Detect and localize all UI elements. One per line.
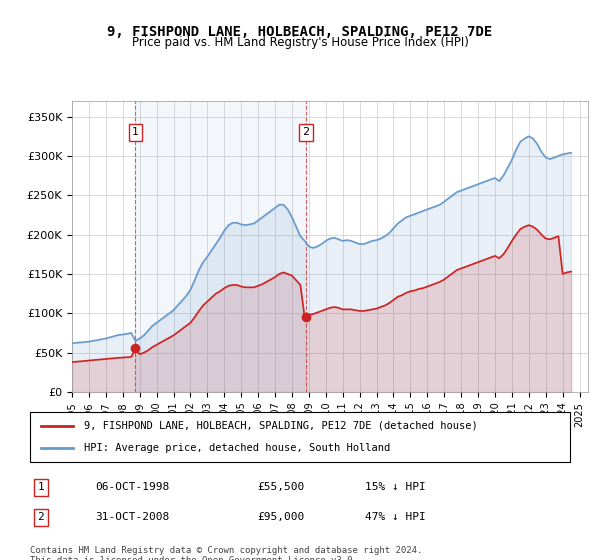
Text: 2: 2 [37, 512, 44, 522]
Text: HPI: Average price, detached house, South Holland: HPI: Average price, detached house, Sout… [84, 443, 390, 453]
Text: Price paid vs. HM Land Registry's House Price Index (HPI): Price paid vs. HM Land Registry's House … [131, 36, 469, 49]
Bar [136, 101, 306, 392]
Text: Contains HM Land Registry data © Crown copyright and database right 2024.
This d: Contains HM Land Registry data © Crown c… [30, 546, 422, 560]
Text: 06-OCT-1998: 06-OCT-1998 [95, 482, 169, 492]
FancyBboxPatch shape [30, 412, 570, 462]
Text: 1: 1 [132, 127, 139, 137]
Text: 47% ↓ HPI: 47% ↓ HPI [365, 512, 425, 522]
Text: 1: 1 [37, 482, 44, 492]
Text: £55,500: £55,500 [257, 482, 304, 492]
Text: 31-OCT-2008: 31-OCT-2008 [95, 512, 169, 522]
Text: 2: 2 [302, 127, 310, 137]
Text: £95,000: £95,000 [257, 512, 304, 522]
Text: 15% ↓ HPI: 15% ↓ HPI [365, 482, 425, 492]
Text: 9, FISHPOND LANE, HOLBEACH, SPALDING, PE12 7DE: 9, FISHPOND LANE, HOLBEACH, SPALDING, PE… [107, 25, 493, 39]
Text: 9, FISHPOND LANE, HOLBEACH, SPALDING, PE12 7DE (detached house): 9, FISHPOND LANE, HOLBEACH, SPALDING, PE… [84, 421, 478, 431]
